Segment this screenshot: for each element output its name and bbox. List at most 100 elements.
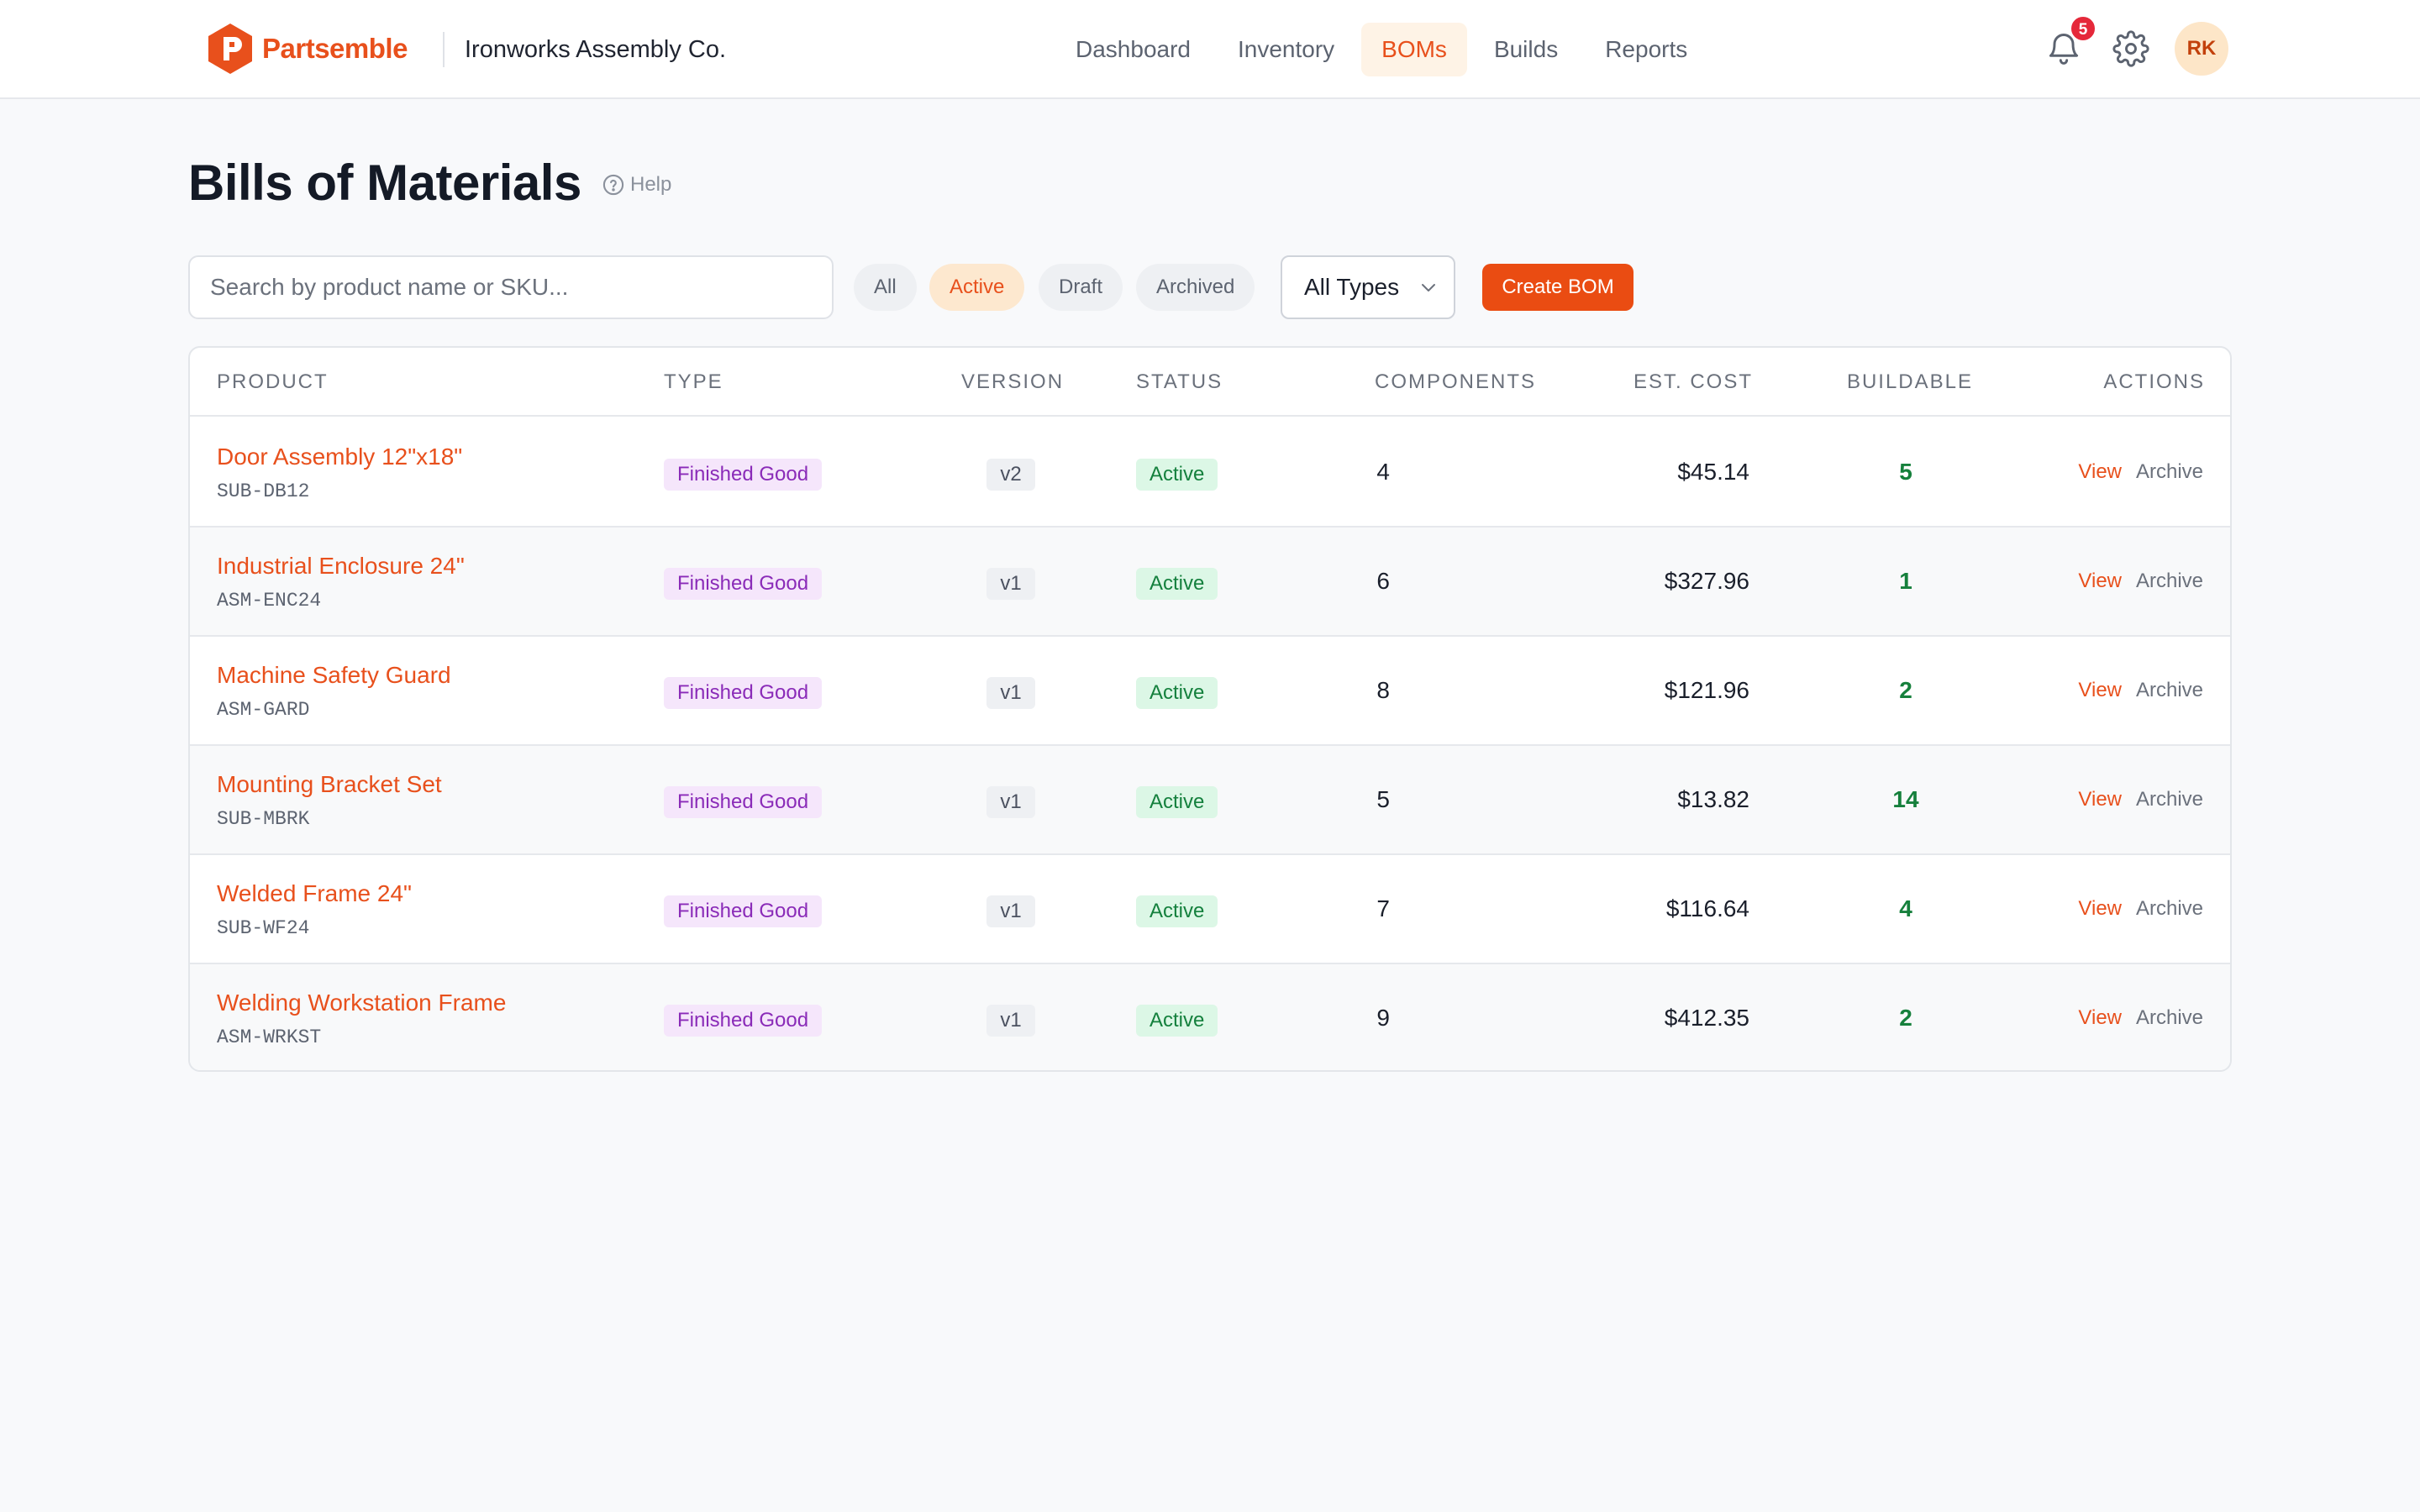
- status-badge: Active: [1136, 1005, 1218, 1037]
- help-circle-icon: [602, 174, 624, 196]
- table-row: Mounting Bracket Set SUB-MBRK Finished G…: [190, 746, 2230, 855]
- col-header-buildable[interactable]: BUILDABLE: [1846, 370, 1973, 393]
- nav-link-builds[interactable]: Builds: [1493, 36, 1559, 62]
- product-sku: SUB-WF24: [217, 917, 310, 939]
- gear-icon: [2112, 30, 2149, 67]
- filter-chip-draft[interactable]: Draft: [1039, 264, 1123, 311]
- col-header-version[interactable]: VERSION: [961, 370, 1065, 393]
- buildable-count: 2: [1899, 1005, 1912, 1031]
- estimated-cost: $13.82: [1677, 786, 1749, 812]
- view-link[interactable]: View: [2078, 460, 2122, 483]
- brand-name: Partsemble: [262, 33, 408, 64]
- main-nav: Dashboard Inventory BOMs Builds Reports: [1055, 23, 1714, 76]
- estimated-cost: $327.96: [1664, 568, 1749, 594]
- buildable-count: 2: [1899, 677, 1912, 703]
- version-badge: v1: [986, 786, 1035, 818]
- estimated-cost: $121.96: [1664, 677, 1749, 703]
- type-badge: Finished Good: [664, 568, 823, 600]
- components-count: 7: [1376, 895, 1390, 921]
- components-count: 5: [1376, 786, 1390, 812]
- version-badge: v1: [986, 895, 1035, 927]
- components-count: 9: [1376, 1005, 1390, 1031]
- archive-link[interactable]: Archive: [2135, 570, 2203, 592]
- filter-chip-all[interactable]: All: [854, 264, 917, 311]
- nav-link-reports[interactable]: Reports: [1605, 36, 1688, 62]
- notifications-button[interactable]: [2045, 30, 2082, 67]
- view-link[interactable]: View: [2078, 897, 2122, 920]
- status-badge: Active: [1136, 786, 1218, 818]
- components-count: 8: [1376, 677, 1390, 703]
- filter-chip-active[interactable]: Active: [929, 264, 1025, 311]
- version-badge: v1: [986, 677, 1035, 709]
- table-row: Welded Frame 24" SUB-WF24 Finished Good …: [190, 855, 2230, 964]
- table-row: Welding Workstation Frame ASM-WRKST Fini…: [190, 964, 2230, 1070]
- product-sku: ASM-WRKST: [217, 1026, 322, 1048]
- version-badge: v1: [986, 1005, 1035, 1037]
- status-badge: Active: [1136, 459, 1218, 491]
- buildable-count: 14: [1892, 786, 1919, 812]
- version-badge: v1: [986, 568, 1035, 600]
- archive-link[interactable]: Archive: [2135, 460, 2203, 483]
- buildable-count: 5: [1899, 459, 1912, 485]
- nav-link-boms[interactable]: BOMs: [1361, 23, 1467, 76]
- archive-link[interactable]: Archive: [2135, 788, 2203, 811]
- create-bom-button[interactable]: Create BOM: [1482, 264, 1634, 311]
- product-name-link[interactable]: Mounting Bracket Set: [217, 771, 442, 797]
- status-badge: Active: [1136, 568, 1218, 600]
- view-link[interactable]: View: [2078, 1006, 2122, 1029]
- type-select-value: All Types: [1304, 274, 1400, 300]
- buildable-count: 1: [1899, 568, 1912, 594]
- archive-link[interactable]: Archive: [2135, 679, 2203, 701]
- nav-link-dashboard[interactable]: Dashboard: [1076, 36, 1191, 62]
- status-badge: Active: [1136, 677, 1218, 709]
- product-name-link[interactable]: Welded Frame 24": [217, 880, 412, 906]
- table-row: Door Assembly 12"x18" SUB-DB12 Finished …: [190, 418, 2230, 528]
- company-name: Ironworks Assembly Co.: [465, 36, 727, 63]
- col-header-components[interactable]: COMPONENTS: [1374, 370, 1536, 393]
- type-badge: Finished Good: [664, 677, 823, 709]
- col-header-status[interactable]: STATUS: [1136, 370, 1223, 393]
- view-link[interactable]: View: [2078, 679, 2122, 701]
- product-sku: ASM-GARD: [217, 699, 310, 721]
- estimated-cost: $116.64: [1665, 895, 1749, 921]
- product-sku: ASM-ENC24: [217, 590, 322, 612]
- col-header-actions: ACTIONS: [2103, 370, 2205, 393]
- user-avatar[interactable]: RK: [2175, 22, 2228, 76]
- type-badge: Finished Good: [664, 895, 823, 927]
- help-link[interactable]: Help: [602, 171, 671, 198]
- product-name-link[interactable]: Machine Safety Guard: [217, 662, 451, 688]
- col-header-type[interactable]: TYPE: [664, 370, 723, 393]
- chevron-down-icon: [1422, 284, 1435, 291]
- table-row: Machine Safety Guard ASM-GARD Finished G…: [190, 637, 2230, 746]
- search-input[interactable]: [188, 255, 834, 319]
- bell-icon: [2049, 34, 2079, 65]
- estimated-cost: $412.35: [1664, 1005, 1749, 1031]
- type-badge: Finished Good: [664, 786, 823, 818]
- type-badge: Finished Good: [664, 459, 823, 491]
- components-count: 4: [1376, 459, 1390, 485]
- product-sku: SUB-DB12: [217, 480, 310, 502]
- col-header-cost[interactable]: EST. COST: [1633, 370, 1753, 393]
- estimated-cost: $45.14: [1677, 459, 1749, 485]
- bom-table: PRODUCT TYPE VERSION STATUS COMPONENTS E…: [188, 346, 2232, 1072]
- type-select[interactable]: All Types: [1281, 255, 1455, 319]
- table-row: Industrial Enclosure 24" ASM-ENC24 Finis…: [190, 528, 2230, 637]
- brand[interactable]: Partsemble: [207, 22, 408, 76]
- nav-link-inventory[interactable]: Inventory: [1237, 36, 1335, 62]
- page-title: Bills of Materials: [188, 155, 581, 211]
- notification-count-badge: 5: [2070, 15, 2096, 42]
- filter-chip-archived[interactable]: Archived: [1136, 264, 1255, 311]
- archive-link[interactable]: Archive: [2135, 1006, 2203, 1029]
- archive-link[interactable]: Archive: [2135, 897, 2203, 920]
- settings-button[interactable]: [2112, 30, 2149, 67]
- product-sku: SUB-MBRK: [217, 808, 310, 830]
- product-name-link[interactable]: Welding Workstation Frame: [217, 990, 507, 1016]
- view-link[interactable]: View: [2078, 788, 2122, 811]
- view-link[interactable]: View: [2078, 570, 2122, 592]
- col-header-product[interactable]: PRODUCT: [217, 370, 329, 393]
- help-label: Help: [630, 173, 672, 196]
- product-name-link[interactable]: Industrial Enclosure 24": [217, 553, 465, 579]
- version-badge: v2: [986, 459, 1035, 491]
- buildable-count: 4: [1899, 895, 1912, 921]
- product-name-link[interactable]: Door Assembly 12"x18": [217, 444, 463, 470]
